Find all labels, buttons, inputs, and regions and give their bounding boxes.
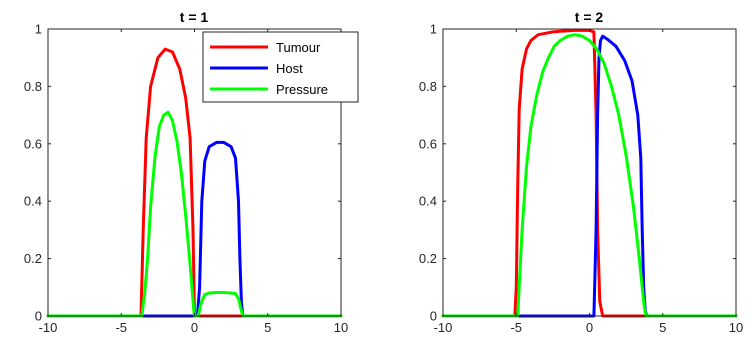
legend-label-pressure: Pressure	[276, 82, 328, 97]
subplot-1-ticks: -10 -5 0 5 10 0 0.2 0.4 0.6 0.8 1	[24, 22, 348, 336]
y-tick-label: 0.2	[24, 251, 42, 266]
x-tick-label: 10	[334, 320, 348, 335]
subplot-1-title: t = 1	[180, 9, 209, 25]
y-tick-label: 0.8	[24, 79, 42, 94]
y-tick-label: 0	[430, 309, 437, 324]
x-tick-label: 5	[264, 320, 271, 335]
x-tick-label: 10	[729, 320, 743, 335]
series-line-pressure-1	[46, 110, 343, 318]
y-tick-label: 1	[35, 22, 42, 37]
y-tick-label: 0.8	[419, 79, 437, 94]
series-line-pressure-2	[441, 33, 738, 318]
x-tick-label: 0	[586, 320, 593, 335]
x-tick-label: -5	[510, 320, 522, 335]
subplot-2: t = 2 -10 -5 0 5 10 0 0.2 0.4 0.6 0.8 1	[419, 9, 743, 335]
x-tick-label: -10	[434, 320, 453, 335]
series-line-host-1	[46, 140, 343, 318]
legend-label-tumour: Tumour	[276, 40, 321, 55]
legend: Tumour Host Pressure	[202, 31, 359, 103]
subplot-2-ticks: -10 -5 0 5 10 0 0.2 0.4 0.6 0.8 1	[419, 22, 743, 336]
y-tick-label: 0.4	[419, 194, 437, 209]
y-tick-label: 1	[430, 22, 437, 37]
subplot-2-title: t = 2	[575, 9, 604, 25]
x-tick-label: 5	[659, 320, 666, 335]
y-tick-label: 0	[35, 309, 42, 324]
y-tick-label: 0.2	[419, 251, 437, 266]
series-line-tumour-1	[46, 47, 343, 318]
subplot-1-marks	[46, 47, 343, 318]
subplot-1: t = 1 -10 -5 0 5 10 0 0.2 0.4 0.6 0.8 1 Tumour Hos…	[24, 9, 359, 336]
y-tick-label: 0.6	[419, 136, 437, 151]
y-tick-label: 0.4	[24, 194, 42, 209]
x-tick-label: -10	[39, 320, 58, 335]
legend-label-host: Host	[276, 61, 303, 76]
x-tick-label: 0	[191, 320, 198, 335]
x-tick-label: -5	[115, 320, 127, 335]
subplot-2-marks	[441, 28, 738, 318]
y-tick-label: 0.6	[24, 136, 42, 151]
